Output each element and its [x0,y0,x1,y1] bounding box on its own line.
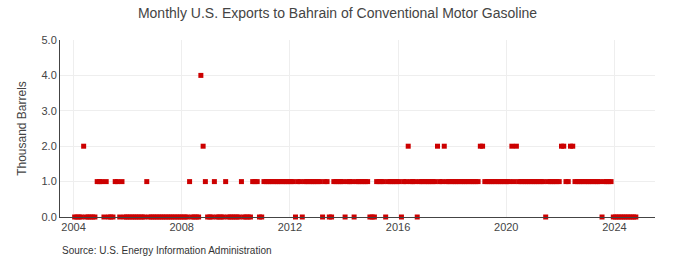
svg-text:2012: 2012 [278,221,302,233]
svg-text:Source: U.S. Energy Informatio: Source: U.S. Energy Information Administ… [62,245,272,256]
svg-text:2016: 2016 [386,221,410,233]
svg-text:2020: 2020 [494,221,518,233]
svg-text:1.0: 1.0 [42,175,57,187]
svg-text:4.0: 4.0 [42,69,57,81]
svg-text:2024: 2024 [602,221,626,233]
svg-text:5.0: 5.0 [42,34,57,46]
svg-text:2004: 2004 [61,221,85,233]
svg-text:2.0: 2.0 [42,140,57,152]
svg-text:Monthly U.S. Exports to Bahrai: Monthly U.S. Exports to Bahrain of Conve… [138,5,537,21]
svg-text:3.0: 3.0 [42,105,57,117]
svg-text:0.0: 0.0 [42,211,57,223]
svg-text:Thousand Barrels: Thousand Barrels [15,81,29,176]
svg-text:2008: 2008 [169,221,193,233]
